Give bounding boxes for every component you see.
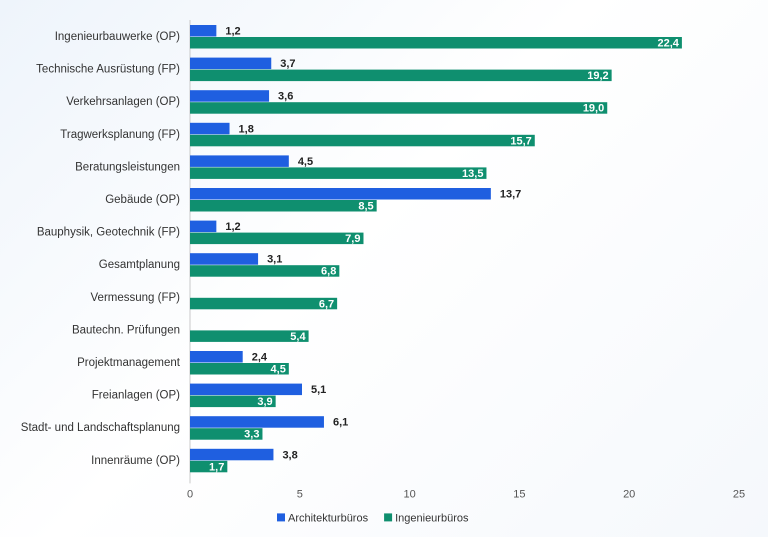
x-tick-label: 15 <box>513 488 525 500</box>
data-label-ingenieurbueros: 8,5 <box>358 201 373 213</box>
data-label-architekturbueros: 3,8 <box>282 449 297 461</box>
data-label-ingenieurbueros: 3,3 <box>244 429 259 441</box>
bar-architekturbueros <box>190 416 324 428</box>
legend: Architekturbüros Ingenieurbüros <box>277 512 469 524</box>
category-label: Gesamtplanung <box>99 259 180 271</box>
category-label: Stadt- und Landschaftsplanung <box>21 422 180 434</box>
category-label: Technische Ausrüstung (FP) <box>36 64 180 76</box>
data-label-architekturbueros: 4,5 <box>298 156 313 168</box>
data-label-architekturbueros: 5,1 <box>311 384 326 396</box>
bar-ingenieurbueros <box>190 232 364 245</box>
bar-architekturbueros <box>190 188 491 200</box>
bar-ingenieurbueros <box>190 428 263 440</box>
data-label-ingenieurbueros: 5,4 <box>290 331 306 343</box>
data-label-ingenieurbueros: 22,4 <box>657 38 679 50</box>
bar-architekturbueros <box>190 351 243 363</box>
category-label: Freianlagen (OP) <box>92 390 180 402</box>
data-label-ingenieurbueros: 15,7 <box>510 135 531 147</box>
data-label-ingenieurbueros: 1,7 <box>209 461 224 473</box>
labels-layer: Ingenieurbauwerke (OP) 1,2 22,4 Technische … <box>21 26 680 474</box>
bar-ingenieurbueros <box>190 460 228 473</box>
data-label-ingenieurbueros: 3,9 <box>257 396 272 408</box>
bar-architekturbueros <box>190 253 259 265</box>
data-label-architekturbueros: 1,2 <box>225 221 240 233</box>
legend-label: Architekturbüros <box>288 512 369 524</box>
bar-ingenieurbueros <box>190 265 340 277</box>
x-tick-label: 5 <box>297 488 303 500</box>
data-label-architekturbueros: 1,2 <box>225 26 240 38</box>
x-tick-label: 0 <box>187 488 193 500</box>
bar-ingenieurbueros <box>190 363 289 375</box>
data-label-architekturbueros: 1,8 <box>239 123 254 135</box>
category-label: Ingenieurbauwerke (OP) <box>55 31 180 43</box>
bar-ingenieurbueros <box>190 134 535 147</box>
category-label: Beratungsleistungen <box>75 161 180 173</box>
data-label-architekturbueros: 13,7 <box>500 189 521 201</box>
category-label: Vermessung (FP) <box>91 292 181 304</box>
x-tick-label: 25 <box>733 488 745 500</box>
bar-ingenieurbueros <box>190 297 338 310</box>
data-label-ingenieurbueros: 4,5 <box>271 364 286 376</box>
x-tick-label: 20 <box>623 488 635 500</box>
data-label-ingenieurbueros: 6,8 <box>321 266 336 278</box>
bar-architekturbueros <box>190 383 302 396</box>
category-label: Innenräume (OP) <box>91 455 180 467</box>
data-label-ingenieurbueros: 6,7 <box>319 298 334 310</box>
bar-architekturbueros <box>190 90 270 102</box>
legend-swatch <box>384 513 393 522</box>
bar-ingenieurbueros <box>190 167 487 179</box>
legend-label: Ingenieurbüros <box>395 512 469 524</box>
data-label-ingenieurbueros: 19,2 <box>587 70 608 82</box>
bar-ingenieurbueros <box>190 102 608 114</box>
data-label-architekturbueros: 3,6 <box>278 91 293 103</box>
bar-architekturbueros <box>190 448 274 461</box>
category-label: Projektmanagement <box>77 357 181 369</box>
category-label: Gebäude (OP) <box>105 194 180 206</box>
data-label-architekturbueros: 3,1 <box>267 254 282 266</box>
category-label: Bautechn. Prüfungen <box>72 324 180 336</box>
bar-ingenieurbueros <box>190 330 309 342</box>
category-label: Bauphysik, Geotechnik (FP) <box>37 227 180 239</box>
bar-ingenieurbueros <box>190 200 377 212</box>
data-label-ingenieurbueros: 7,9 <box>345 233 360 245</box>
bar-architekturbueros <box>190 122 230 135</box>
bar-architekturbueros <box>190 25 217 37</box>
bars-layer <box>190 25 682 473</box>
x-tick-label: 10 <box>403 488 415 500</box>
data-label-ingenieurbueros: 19,0 <box>583 103 604 115</box>
data-label-architekturbueros: 3,7 <box>280 58 295 70</box>
bar-ingenieurbueros <box>190 37 682 49</box>
bar-architekturbueros <box>190 57 272 70</box>
bar-ingenieurbueros <box>190 395 276 408</box>
data-label-architekturbueros: 2,4 <box>252 352 268 364</box>
bar-architekturbueros <box>190 220 217 233</box>
legend-swatch <box>277 513 285 522</box>
category-label: Tragwerksplanung (FP) <box>60 129 180 141</box>
data-label-architekturbueros: 6,1 <box>333 417 348 429</box>
data-label-ingenieurbueros: 13,5 <box>462 168 483 180</box>
bar-ingenieurbueros <box>190 69 612 82</box>
category-label: Verkehrsanlagen (OP) <box>66 96 180 108</box>
bar-architekturbueros <box>190 155 289 167</box>
